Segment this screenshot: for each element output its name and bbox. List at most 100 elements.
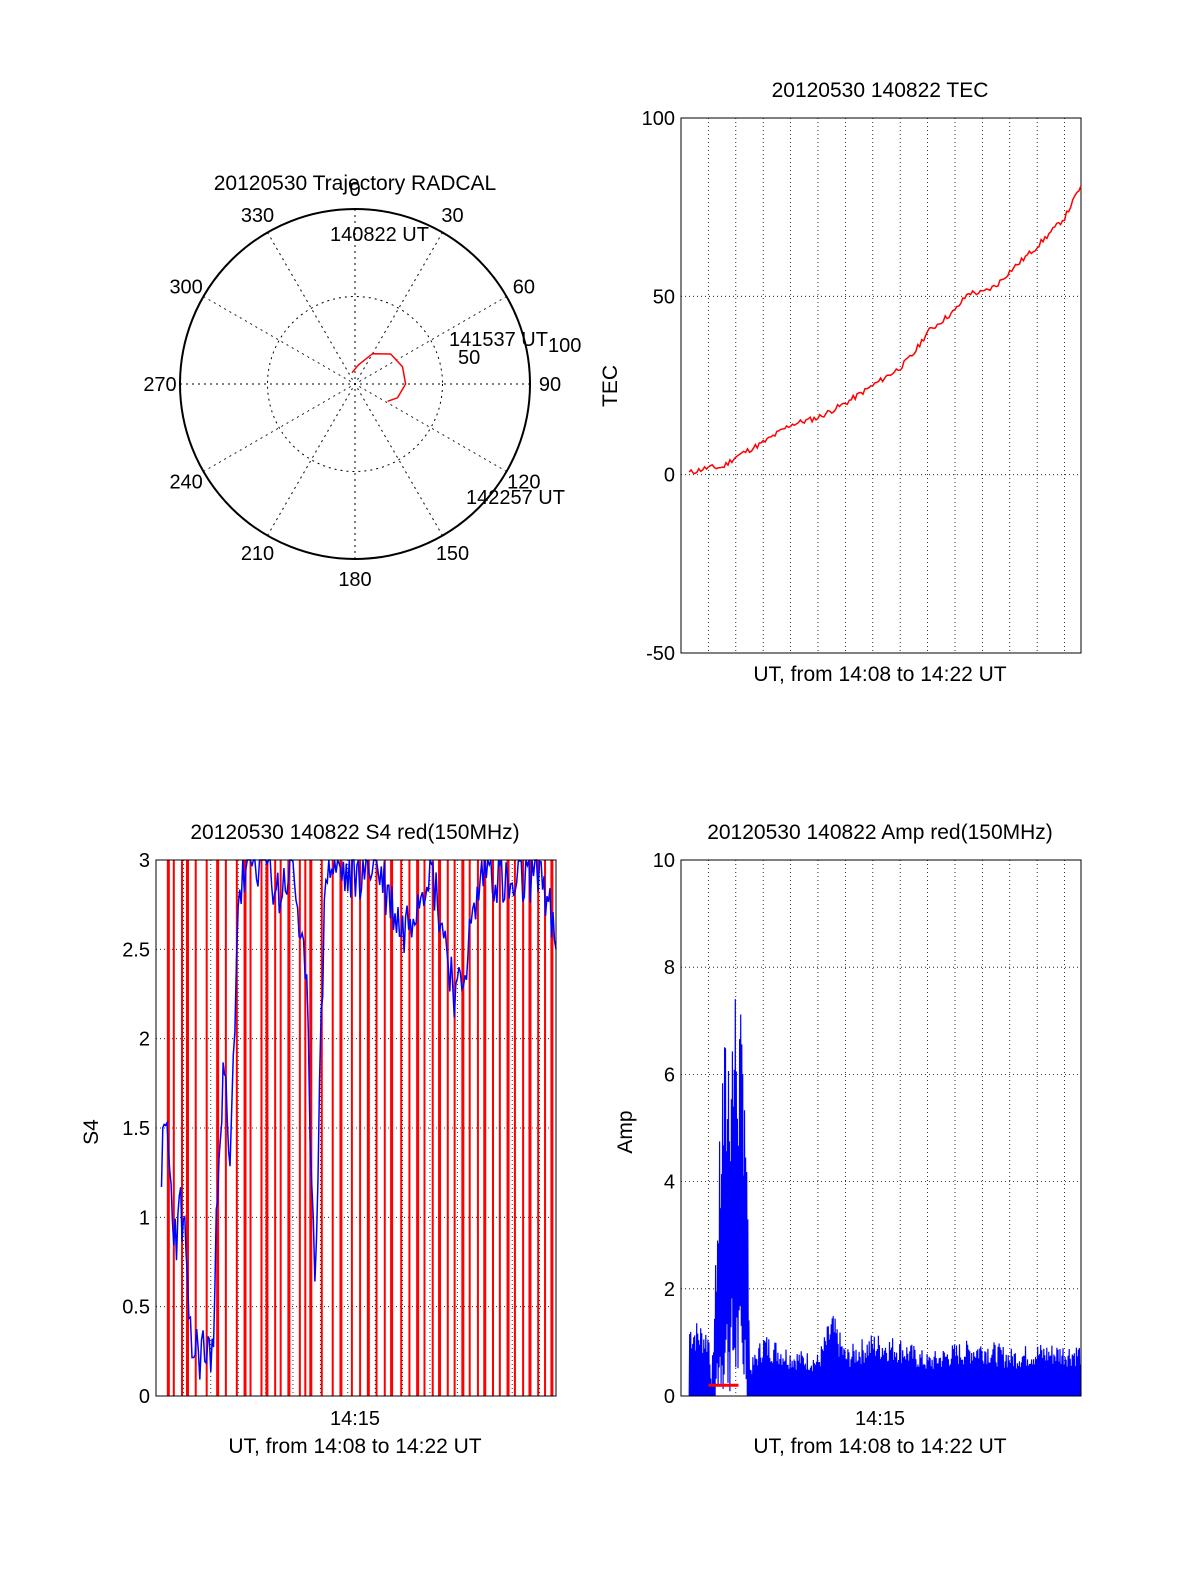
s4-ytick-label: 0 bbox=[139, 1386, 150, 1408]
tec-frame bbox=[680, 117, 1082, 654]
polar-angle-tick-label: 120 bbox=[507, 472, 540, 494]
s4-red-dropout bbox=[172, 860, 175, 1396]
polar-grid-spoke bbox=[267, 232, 443, 536]
s4-red-dropout bbox=[453, 860, 456, 1396]
s4-red-dropout bbox=[400, 860, 403, 1396]
s4-xlabel: UT, from 14:08 to 14:22 UT bbox=[228, 1435, 481, 1458]
tec-grid bbox=[681, 118, 1081, 653]
amp-ytick-label: 10 bbox=[653, 850, 675, 872]
s4-red-dropout bbox=[383, 860, 386, 1396]
amp-title: 20120530 140822 Amp red(150MHz) bbox=[707, 821, 1053, 844]
s4-red-dropout bbox=[522, 860, 525, 1396]
tec-ylabel: TEC bbox=[599, 365, 622, 407]
s4-xtick-label: 14:15 bbox=[330, 1408, 380, 1430]
s4-red-dropout bbox=[544, 860, 547, 1396]
s4-red-dropout bbox=[304, 860, 307, 1396]
s4-yticks: 0 0.5 1 1.5 2 2.5 3 bbox=[122, 850, 150, 1408]
polar-grid bbox=[180, 209, 530, 559]
s4-red-dropout bbox=[331, 860, 334, 1396]
s4-red-dropout bbox=[375, 860, 378, 1396]
s4-red-dropout bbox=[249, 860, 252, 1396]
s4-red-dropout bbox=[506, 860, 510, 1396]
amp-ytick-label: 2 bbox=[664, 1279, 675, 1301]
amp-ylabel: Amp bbox=[614, 1110, 637, 1153]
polar-angle-tick-label: 60 bbox=[513, 277, 535, 299]
trajectory-mid-label: 141537 UT bbox=[449, 329, 548, 351]
tec-ytick-label: 100 bbox=[642, 108, 675, 130]
s4-red-dropout bbox=[498, 860, 501, 1396]
polar-angle-ticks: 0 30 60 90 120 150 180 210 240 270 300 330 bbox=[143, 179, 561, 591]
amp-ytick-label: 8 bbox=[664, 957, 675, 979]
amp-frame bbox=[680, 859, 1082, 1397]
polar-angle-tick-label: 180 bbox=[338, 569, 371, 591]
s4-red-dropout bbox=[431, 860, 434, 1396]
polar-angle-tick-label: 330 bbox=[241, 205, 274, 227]
trajectory-panel: 20120530 Trajectory RADCAL 0 30 60 90 120 150… bbox=[143, 172, 581, 591]
polar-angle-tick-label: 300 bbox=[169, 277, 202, 299]
s4-red-dropout bbox=[243, 860, 247, 1396]
s4-red-dropout bbox=[359, 860, 362, 1396]
s4-red-dropout bbox=[550, 860, 554, 1396]
s4-red-dropout bbox=[350, 860, 353, 1396]
s4-red-dropout bbox=[468, 860, 471, 1396]
polar-angle-tick-label: 90 bbox=[539, 374, 561, 396]
s4-panel: 20120530 140822 S4 red(150MHz) 0 0.5 1 1.5 2… bbox=[80, 821, 557, 1458]
s4-red-dropout bbox=[513, 860, 516, 1396]
s4-red-dropout bbox=[309, 860, 313, 1396]
tec-ytick-label: 0 bbox=[664, 465, 675, 487]
tec-ytick-label: -50 bbox=[646, 643, 675, 665]
tec-panel: 20120530 140822 TEC -50 0 50 100 UT, from 1… bbox=[599, 79, 1082, 686]
s4-blue-line bbox=[160, 858, 557, 1380]
amp-xlabel: UT, from 14:08 to 14:22 UT bbox=[753, 1435, 1006, 1458]
polar-angle-tick-label: 240 bbox=[169, 472, 202, 494]
s4-red-dropout bbox=[260, 860, 263, 1396]
polar-radius-label-100: 100 bbox=[548, 335, 581, 357]
amp-ytick-label: 4 bbox=[664, 1172, 675, 1194]
s4-red-dropout bbox=[194, 860, 197, 1396]
s4-red-dropout bbox=[390, 860, 394, 1396]
s4-red-dropout bbox=[224, 860, 227, 1396]
amp-panel: 20120530 140822 Amp red(150MHz) 0246810 … bbox=[614, 821, 1082, 1458]
s4-red-dropout bbox=[166, 860, 170, 1396]
s4-red-dropout bbox=[279, 860, 282, 1396]
s4-red-dropouts bbox=[166, 860, 554, 1396]
amp-grid bbox=[681, 860, 1081, 1396]
s4-red-dropout bbox=[366, 860, 370, 1396]
amp-ytick-label: 0 bbox=[664, 1386, 675, 1408]
s4-ytick-label: 0.5 bbox=[122, 1297, 150, 1319]
polar-angle-tick-label: 150 bbox=[436, 543, 469, 565]
s4-grid bbox=[156, 860, 556, 1396]
polar-angle-tick-label: 270 bbox=[143, 374, 176, 396]
s4-red-dropout bbox=[408, 860, 411, 1396]
s4-ytick-label: 3 bbox=[139, 850, 150, 872]
tec-series-line bbox=[688, 185, 1082, 475]
tec-xlabel: UT, from 14:08 to 14:22 UT bbox=[753, 663, 1006, 686]
s4-red-dropout bbox=[205, 860, 208, 1396]
s4-red-dropout bbox=[265, 860, 269, 1396]
s4-red-dropout bbox=[528, 860, 532, 1396]
s4-ytick-label: 2 bbox=[139, 1029, 150, 1051]
s4-red-dropout bbox=[446, 860, 449, 1396]
tec-ytick-label: 50 bbox=[653, 286, 675, 308]
tec-yticks: -50 0 50 100 bbox=[642, 108, 675, 665]
trajectory-end-label: 142257 UT bbox=[466, 487, 565, 509]
s4-red-dropout bbox=[416, 860, 420, 1396]
s4-red-dropout bbox=[235, 860, 238, 1396]
amp-xtick-label: 14:15 bbox=[855, 1408, 905, 1430]
polar-outer-circle bbox=[179, 208, 531, 560]
s4-ytick-label: 2.5 bbox=[122, 939, 150, 961]
s4-ytick-label: 1.5 bbox=[122, 1118, 150, 1140]
amp-ytick-label: 6 bbox=[664, 1064, 675, 1086]
s4-red-dropout bbox=[298, 860, 301, 1396]
s4-red-dropout bbox=[537, 860, 540, 1396]
s4-red-dropout bbox=[186, 860, 190, 1396]
amp-blue-line bbox=[688, 999, 1082, 1397]
s4-ytick-label: 1 bbox=[139, 1207, 150, 1229]
s4-red-dropout bbox=[423, 860, 426, 1396]
s4-red-dropout bbox=[287, 860, 291, 1396]
polar-grid-ring bbox=[267, 296, 443, 472]
s4-frame bbox=[155, 859, 557, 1397]
polar-angle-tick-label: 30 bbox=[441, 205, 463, 227]
polar-angle-tick-label: 0 bbox=[349, 179, 360, 201]
